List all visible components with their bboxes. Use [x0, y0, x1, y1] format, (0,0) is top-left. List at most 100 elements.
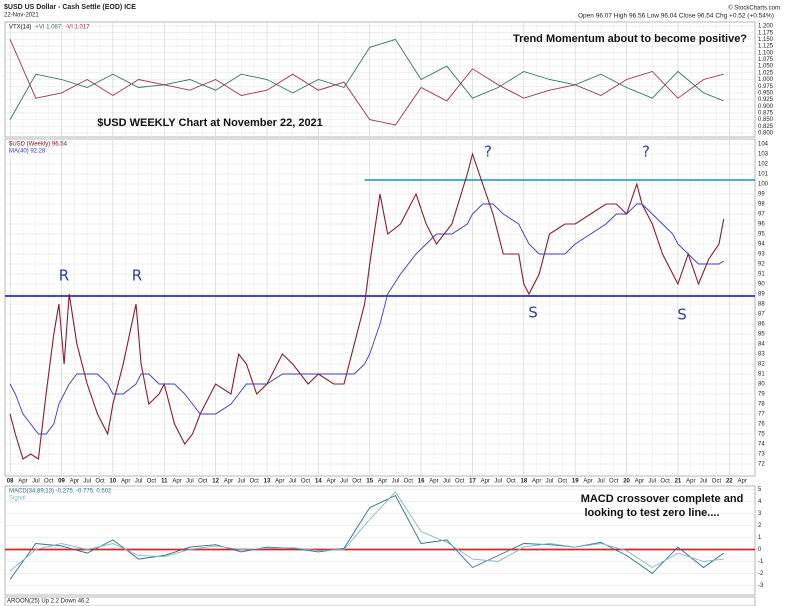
y-tick-label: 75 — [758, 432, 765, 438]
legend-entry: MACD(34,89,13) -0.275, -0.775, 0.502 — [9, 489, 112, 495]
y-tick-label: 72 — [758, 462, 765, 468]
panel — [4, 596, 756, 606]
x-tick-label: Jul — [289, 479, 297, 485]
x-tick-label: Apr — [481, 479, 490, 485]
x-tick-label: Oct — [352, 479, 362, 485]
y-tick-label: 94 — [758, 242, 765, 248]
y-tick-label: 0.925 — [758, 97, 774, 103]
y-tick-label: 3 — [758, 511, 762, 517]
legend-entry: Signal — [9, 496, 26, 502]
x-tick-label: Jul — [83, 479, 91, 485]
y-tick-label: 0.950 — [758, 90, 774, 96]
x-tick-label: 22 — [726, 479, 733, 485]
x-tick-label: Apr — [378, 479, 387, 485]
annotation: ? — [484, 143, 492, 161]
y-tick-label: 1.175 — [758, 30, 774, 36]
y-tick-label: 5 — [758, 487, 762, 493]
credit: © StockCharts.com — [728, 5, 780, 12]
x-tick-label: Apr — [275, 479, 284, 485]
x-tick-label: Jul — [135, 479, 143, 485]
x-tick-label: Oct — [609, 479, 619, 485]
y-tick-label: 1.200 — [758, 24, 774, 30]
y-tick-label: 1.000 — [758, 77, 774, 83]
x-tick-label: 12 — [212, 479, 219, 485]
y-tick-label: 102 — [758, 162, 769, 168]
y-tick-label: -1 — [758, 559, 764, 565]
x-tick-label: Apr — [429, 479, 438, 485]
y-tick-label: 84 — [758, 342, 765, 348]
y-tick-label: 79 — [758, 392, 765, 398]
y-tick-label: 1 — [758, 535, 762, 541]
x-tick-label: 15 — [366, 479, 373, 485]
x-tick-label: 19 — [572, 479, 579, 485]
x-tick-label: Oct — [249, 479, 259, 485]
x-tick-label: Oct — [506, 479, 516, 485]
x-tick-label: Jul — [186, 479, 194, 485]
x-tick-label: Jul — [237, 479, 245, 485]
panel — [4, 485, 756, 596]
y-tick-label: 77 — [758, 412, 765, 418]
symbol: $USD US Dollar - Cash Settle (EOD) ICE — [4, 4, 136, 11]
x-tick-label: Jul — [32, 479, 40, 485]
annotation: ? — [642, 143, 650, 161]
y-tick-label: 0.850 — [758, 117, 774, 123]
legend-entry: MA(40) 92.28 — [9, 149, 46, 155]
y-tick-label: 83 — [758, 352, 765, 358]
legend-entry: -VI 1.017 — [65, 25, 90, 31]
date: 22-Nov-2021 — [4, 13, 39, 19]
x-tick-label: Jul — [340, 479, 348, 485]
x-tick-label: Apr — [532, 479, 541, 485]
quote: Open 96.07 High 96.56 Low 96.04 Close 96… — [578, 13, 774, 20]
x-tick-label: 16 — [418, 479, 425, 485]
series-line — [9, 38, 724, 120]
legend-entry: +VI 1.087 — [35, 25, 62, 31]
y-tick-label: 85 — [758, 332, 765, 338]
y-tick-label: 0.875 — [758, 111, 774, 117]
y-tick-label: 104 — [758, 142, 769, 148]
x-tick-label: Oct — [712, 479, 722, 485]
panel — [4, 138, 756, 477]
x-tick-label: Apr — [121, 479, 130, 485]
series-line — [9, 491, 724, 572]
x-tick-label: 20 — [623, 479, 630, 485]
y-tick-label: -3 — [758, 583, 764, 589]
x-tick-label: Jul — [443, 479, 451, 485]
y-tick-label: 88 — [758, 302, 765, 308]
x-tick-label: 11 — [161, 479, 168, 485]
x-tick-label: Apr — [18, 479, 27, 485]
x-tick-label: Oct — [95, 479, 105, 485]
y-tick-label: -2 — [758, 571, 764, 577]
y-tick-label: 103 — [758, 152, 769, 158]
y-tick-label: 2 — [758, 523, 762, 529]
x-tick-label: Oct — [660, 479, 670, 485]
x-tick-label: 10 — [110, 479, 117, 485]
y-tick-label: 99 — [758, 192, 765, 198]
series-line — [9, 495, 724, 580]
y-tick-label: 93 — [758, 252, 765, 258]
y-tick-label: 1.075 — [758, 57, 774, 63]
x-tick-label: Apr — [737, 479, 746, 485]
y-tick-label: 1.150 — [758, 37, 774, 43]
y-tick-label: 0.800 — [758, 131, 774, 137]
x-tick-label: Jul — [700, 479, 708, 485]
y-tick-label: 98 — [758, 202, 765, 208]
x-tick-label: 08 — [7, 479, 14, 485]
y-tick-label: 73 — [758, 452, 765, 458]
x-tick-label: Jul — [597, 479, 605, 485]
y-tick-label: 87 — [758, 312, 765, 318]
y-tick-label: 0.975 — [758, 84, 774, 90]
x-tick-label: Oct — [455, 479, 465, 485]
x-tick-label: Apr — [172, 479, 181, 485]
y-tick-label: 80 — [758, 382, 765, 388]
annotation: S — [528, 304, 538, 322]
x-tick-label: Jul — [546, 479, 554, 485]
x-tick-label: 18 — [520, 479, 527, 485]
y-tick-label: 100 — [758, 182, 769, 188]
y-tick-label: 95 — [758, 232, 765, 238]
x-tick-label: Oct — [301, 479, 311, 485]
y-tick-label: 74 — [758, 442, 765, 448]
y-tick-label: 90 — [758, 282, 765, 288]
x-tick-label: Oct — [558, 479, 568, 485]
x-tick-label: Apr — [327, 479, 336, 485]
x-tick-label: 17 — [469, 479, 476, 485]
